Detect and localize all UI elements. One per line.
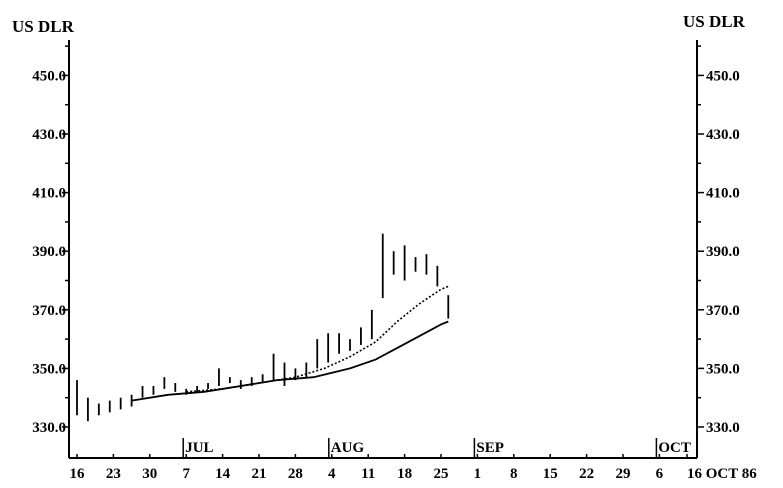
y-tick-label-right: 330.0 — [706, 420, 740, 436]
x-tick-label: 29 — [616, 466, 631, 482]
y-tick-label-left: 390.0 — [32, 244, 66, 260]
x-tick-label: 22 — [579, 466, 594, 482]
moving-average-dotted-line — [186, 285, 449, 393]
y-ticks: 330.0 330.0 350.0 350.0 370.0 370.0 390.0 390.0… — [32, 45, 740, 436]
x-ticks: 16 23 30 7 14 21 28 4 11 18 25 1 8 15 22 29 6 16 OCT 86 — [70, 454, 757, 482]
right-unit-label: US DLR — [683, 12, 746, 31]
x-tick-label: 16 OCT 86 — [687, 466, 757, 482]
x-tick-label: 7 — [182, 466, 190, 482]
month-label: SEP — [476, 440, 504, 456]
x-tick-label: 25 — [434, 466, 449, 482]
x-tick-label: 8 — [510, 466, 518, 482]
x-tick-label: 18 — [397, 466, 412, 482]
month-markers: JUL AUG SEP OCT — [182, 438, 691, 458]
x-tick-label: 1 — [474, 466, 482, 482]
y-tick-label-right: 450.0 — [706, 68, 740, 84]
x-tick-label: 23 — [106, 466, 121, 482]
month-label: AUG — [331, 440, 365, 456]
y-tick-label-left: 410.0 — [32, 186, 66, 202]
month-label: JUL — [185, 440, 213, 456]
moving-average-solid-line — [131, 320, 449, 402]
y-tick-label-left: 350.0 — [32, 361, 66, 377]
y-tick-label-right: 370.0 — [706, 303, 740, 319]
x-tick-label: 16 — [70, 466, 86, 482]
x-tick-label: 28 — [288, 466, 303, 482]
left-unit-label: US DLR — [12, 17, 75, 36]
y-tick-label-left: 330.0 — [32, 420, 66, 436]
price-bars — [76, 233, 450, 422]
y-tick-label-left: 430.0 — [32, 127, 66, 143]
x-tick-label: 6 — [656, 466, 664, 482]
x-tick-label: 30 — [142, 466, 157, 482]
y-tick-label-right: 390.0 — [706, 244, 740, 260]
x-tick-label: 14 — [215, 466, 231, 482]
month-label: OCT — [658, 440, 691, 456]
y-tick-label-left: 450.0 — [32, 68, 66, 84]
x-tick-label: 21 — [252, 466, 267, 482]
y-tick-label-right: 430.0 — [706, 127, 740, 143]
y-tick-label-left: 370.0 — [32, 303, 66, 319]
y-tick-label-right: 410.0 — [706, 186, 740, 202]
y-tick-label-right: 350.0 — [706, 361, 740, 377]
x-tick-label: 4 — [328, 466, 336, 482]
x-tick-label: 15 — [543, 466, 558, 482]
x-tick-label: 11 — [361, 466, 375, 482]
